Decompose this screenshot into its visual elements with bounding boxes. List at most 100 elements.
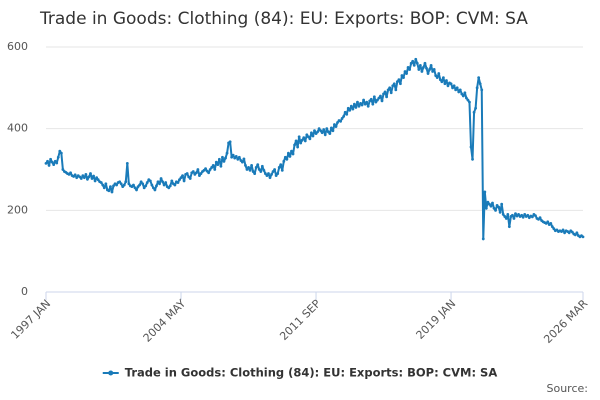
point <box>182 179 186 183</box>
point <box>219 164 223 168</box>
point <box>277 166 281 169</box>
point <box>196 168 200 171</box>
point <box>150 183 154 187</box>
legend-marker <box>108 370 114 376</box>
point <box>360 103 364 107</box>
point <box>451 86 454 90</box>
point <box>145 181 149 184</box>
point <box>391 84 395 88</box>
point <box>178 178 181 182</box>
point <box>333 123 336 126</box>
point <box>362 98 365 102</box>
point <box>374 100 378 104</box>
point <box>221 155 224 159</box>
point <box>463 91 467 95</box>
point <box>412 63 416 67</box>
point <box>411 59 415 63</box>
point <box>457 90 461 94</box>
point <box>383 90 387 94</box>
point <box>276 172 280 175</box>
point <box>414 57 418 61</box>
point <box>520 213 524 217</box>
point <box>260 164 264 168</box>
point <box>498 210 502 214</box>
point <box>99 181 103 184</box>
point <box>420 70 424 73</box>
point <box>512 217 516 220</box>
point <box>110 190 114 194</box>
point <box>152 186 155 190</box>
point <box>570 230 574 234</box>
point <box>89 172 92 175</box>
point <box>69 171 72 175</box>
point <box>475 86 479 90</box>
point <box>148 179 152 183</box>
point <box>426 72 430 75</box>
point <box>428 68 431 71</box>
point <box>155 184 158 188</box>
point <box>142 186 146 190</box>
point <box>581 235 585 239</box>
point <box>452 84 456 88</box>
x-tick-label: 2019 JAN <box>414 297 459 342</box>
point <box>417 68 421 71</box>
point <box>109 185 112 189</box>
point <box>403 70 407 73</box>
point <box>287 151 290 155</box>
point <box>158 182 161 186</box>
point <box>185 172 189 175</box>
chart-title: Trade in Goods: Clothing (84): EU: Expor… <box>39 9 528 29</box>
point <box>511 213 514 217</box>
point <box>132 183 135 187</box>
point <box>489 204 493 208</box>
point <box>474 106 477 110</box>
point <box>351 107 355 111</box>
source: Source: <box>547 382 589 395</box>
point <box>328 132 332 135</box>
point <box>334 125 338 129</box>
point <box>280 168 284 172</box>
point <box>274 174 278 178</box>
point <box>323 133 327 137</box>
point <box>92 174 95 178</box>
point <box>517 213 520 216</box>
point <box>299 141 303 145</box>
point <box>115 183 118 187</box>
point <box>506 213 510 216</box>
point <box>445 79 448 82</box>
point <box>55 161 59 165</box>
point <box>264 172 267 175</box>
point <box>124 180 128 184</box>
point <box>144 184 148 188</box>
point <box>282 159 286 163</box>
point <box>434 74 438 77</box>
point <box>534 214 537 218</box>
point <box>268 176 272 180</box>
point <box>208 168 212 171</box>
point <box>340 117 344 120</box>
point <box>408 68 412 71</box>
point <box>153 188 157 192</box>
point <box>251 170 255 173</box>
point <box>504 217 508 220</box>
point <box>464 96 468 100</box>
point <box>236 157 240 161</box>
point <box>423 61 427 65</box>
point <box>446 84 450 88</box>
point <box>422 66 425 69</box>
point <box>342 115 346 118</box>
point <box>119 182 123 186</box>
point <box>173 183 177 187</box>
point <box>469 145 473 149</box>
point <box>181 174 184 178</box>
point <box>52 163 56 167</box>
point <box>300 138 304 142</box>
point <box>245 168 249 171</box>
point <box>380 99 384 103</box>
point <box>376 98 379 102</box>
point <box>480 88 484 92</box>
point <box>95 176 99 180</box>
point <box>216 163 220 167</box>
point <box>168 184 172 188</box>
point <box>461 94 465 98</box>
